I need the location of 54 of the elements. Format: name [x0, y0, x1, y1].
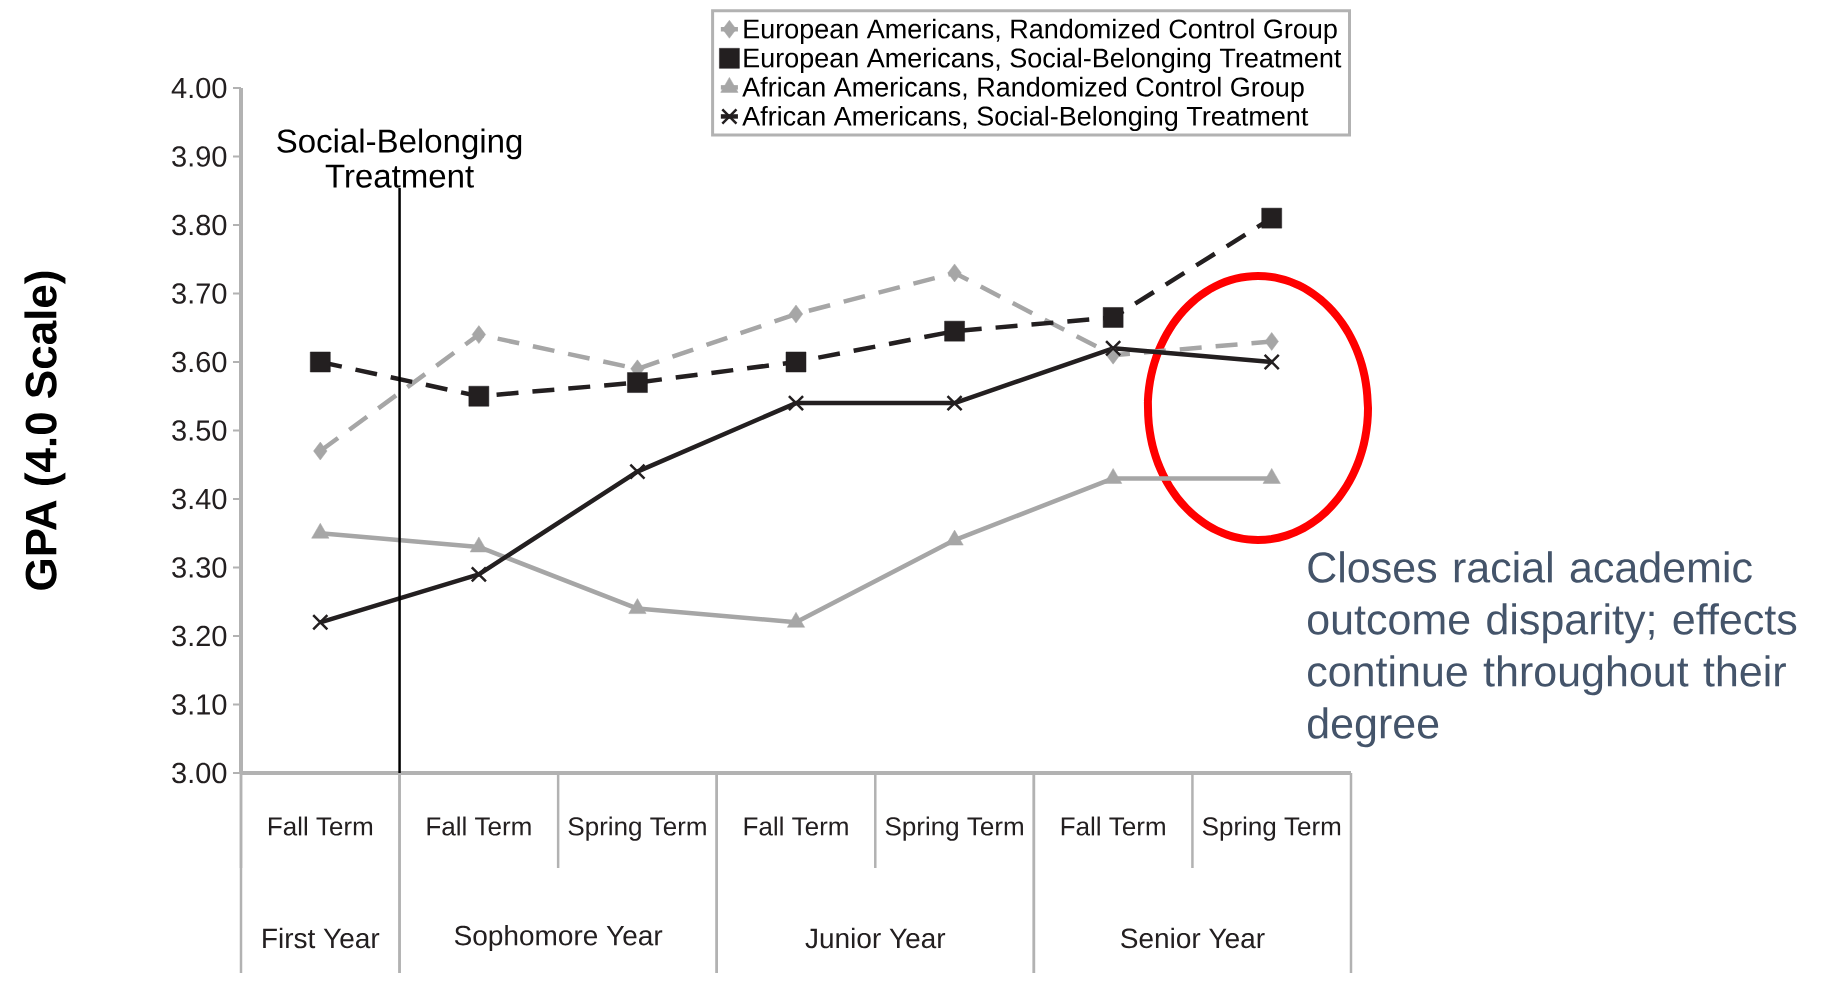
x-tick-label: Spring Term [1202, 816, 1341, 841]
text: Sophomore Year [454, 924, 663, 952]
legend-label: European Americans, Social-Belonging Treatment [744, 47, 1342, 73]
point [1263, 353, 1281, 371]
point [787, 394, 805, 412]
point [469, 536, 488, 553]
point [944, 320, 965, 342]
point [1261, 207, 1282, 229]
y-tick-label: 3.20 [172, 625, 227, 647]
point [1104, 468, 1123, 484]
y-tick-label: 3.00 [172, 762, 227, 784]
point [1264, 332, 1279, 351]
point [313, 441, 328, 461]
point [471, 325, 486, 344]
y-tick-label: 3.40 [172, 488, 227, 510]
point [311, 523, 330, 539]
x-tick-label: Spring Term [568, 816, 706, 841]
point [789, 304, 803, 324]
legend-label: European Americans, Randomized Control Group [744, 18, 1337, 44]
annotation: Closes racial academic outcome disparity; effects continue throughout their degree [1308, 551, 1797, 748]
point [468, 386, 490, 407]
legend-label: African Americans, Social-Belonging Treatment [742, 105, 1309, 132]
y-tick-label: 3.50 [172, 420, 227, 441]
x-tick-label: Fall Term [268, 816, 373, 836]
annotation: Social-Belonging Treatment [277, 128, 522, 188]
point [310, 351, 331, 373]
text: Senior Year [1121, 927, 1265, 949]
legend-label: African Americans, Randomized Control Group [742, 76, 1304, 103]
y-axis-title: GPA (4.0 Scale) [24, 271, 66, 590]
point [1102, 307, 1124, 328]
text: Junior Year [805, 927, 946, 949]
point [787, 612, 805, 628]
x-tick-label: Fall Term [744, 816, 848, 836]
point [947, 263, 962, 283]
point [785, 351, 807, 373]
point [629, 463, 646, 480]
y-tick-label: 3.60 [172, 351, 227, 373]
point [628, 598, 647, 614]
y-tick-label: 3.30 [172, 557, 227, 578]
y-tick-label: 3.70 [172, 283, 227, 304]
y-tick-label: 3.90 [172, 146, 227, 167]
point [946, 394, 963, 412]
point [470, 566, 488, 583]
point [1104, 339, 1122, 357]
x-tick-label: Spring Term [885, 816, 1023, 841]
point [1262, 468, 1281, 484]
y-tick-label: 4.00 [171, 77, 227, 99]
x-tick-label: Fall Term [427, 816, 531, 836]
point [311, 613, 329, 631]
x-tick-label: Fall Term [1061, 816, 1165, 836]
point [627, 372, 648, 393]
text: First Year [263, 927, 380, 949]
y-tick-label: 3.80 [172, 214, 227, 236]
y-tick-label: 3.10 [172, 694, 227, 715]
